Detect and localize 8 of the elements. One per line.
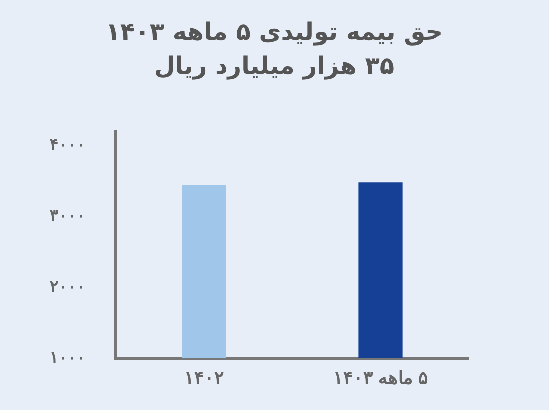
x-tick-label: ۱۴۰۲ (184, 368, 224, 388)
y-tick-label: ۱۰۰۰ (50, 350, 86, 367)
y-tick-label: ۳۰۰۰ (50, 208, 86, 226)
chart-title: حق بیمه تولیدی ۵ ماهه ۱۴۰۳ (104, 17, 444, 48)
y-tick-label: ۲۰۰۰ (50, 278, 86, 296)
x-tick-label: ۵ ماهه ۱۴۰۳ (333, 368, 428, 388)
chart-subtitle: ۳۵ هزار میلیارد ریال (153, 52, 396, 82)
y-tick-label: ۴۰۰۰ (50, 137, 86, 154)
